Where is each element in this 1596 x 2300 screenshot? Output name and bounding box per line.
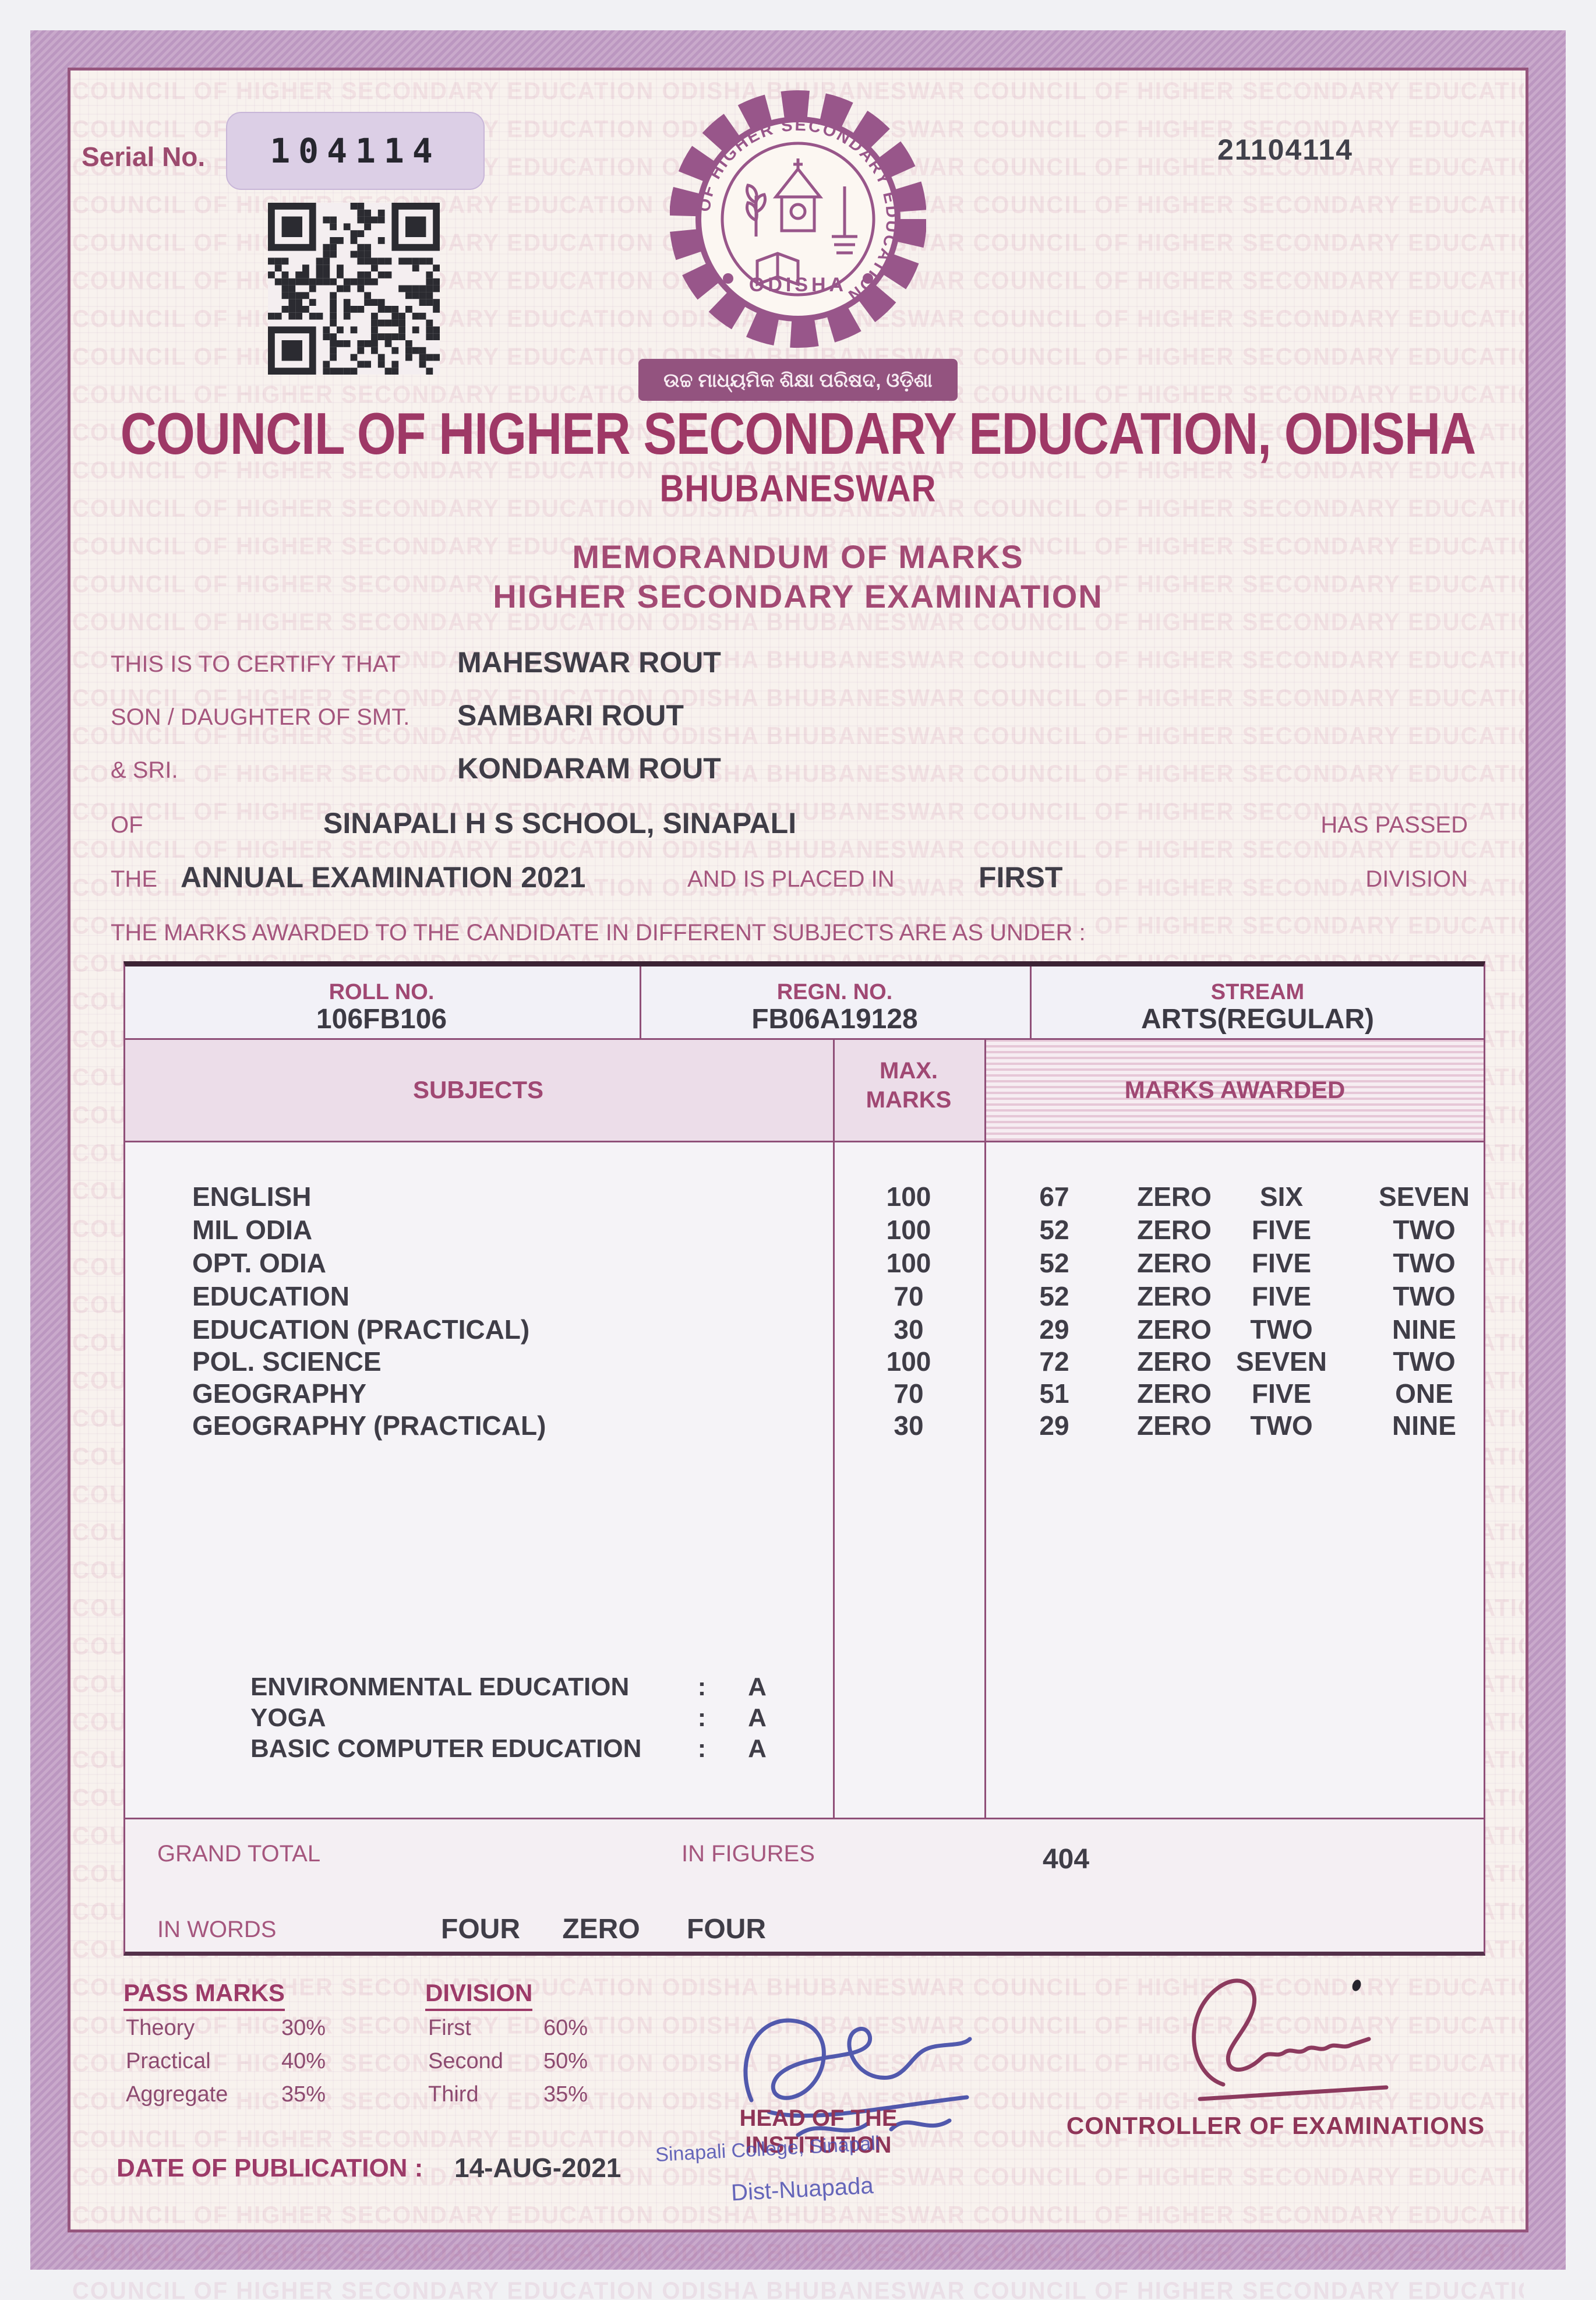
serial-number-box: 104114	[226, 112, 485, 190]
certify-label: THIS IS TO CERTIFY THAT	[111, 651, 401, 677]
pass-marks-title: PASS MARKS	[123, 1981, 285, 2011]
additional-colon: :	[697, 1703, 707, 1732]
school-name: SINAPALI H S SCHOOL, SINAPALI	[323, 807, 797, 839]
pass-marks-key: Aggregate	[126, 2082, 228, 2107]
division-value: 60%	[543, 2016, 588, 2040]
table-row: GEOGRAPHY (PRACTICAL) 30 29 ZERO TWO NINE	[192, 1410, 1456, 1441]
col-marks-awarded: MARKS AWARDED	[1124, 1076, 1346, 1103]
in-words-label: IN WORDS	[157, 1917, 277, 1942]
division-key: Second	[428, 2049, 503, 2073]
placed-in-label: AND IS PLACED IN	[687, 866, 895, 892]
col-max-line1: MAX.	[880, 1058, 938, 1084]
pass-marks-key: Practical	[126, 2049, 211, 2073]
marks-intro-line: THE MARKS AWARDED TO THE CANDIDATE IN DI…	[111, 920, 1086, 946]
grand-total-figures: 404	[1042, 1844, 1090, 1875]
additional-subject: BASIC COMPUTER EDUCATION	[250, 1734, 642, 1763]
qr-code	[268, 203, 440, 375]
table-row: ENGLISH 100 67 ZERO SIX SEVEN	[192, 1181, 1470, 1212]
seal-banner: ଉଚ୍ଚ ମାଧ୍ୟମିକ ଶିକ୍ଷା ପରିଷଦ, ଓଡ଼ିଶା	[638, 359, 958, 401]
mother-name: SAMBARI ROUT	[457, 699, 684, 732]
table-row: EDUCATION 70 52 ZERO FIVE TWO	[192, 1281, 1456, 1311]
additional-grade: A	[748, 1673, 767, 1701]
institution-stamp-line2: Dist-Nuapada	[730, 2172, 874, 2206]
additional-grade: A	[748, 1734, 767, 1763]
summary-row-bg	[125, 966, 1484, 1038]
father-label: & SRI.	[111, 757, 178, 783]
regn-value: FB06A19128	[751, 1004, 918, 1035]
additional-grade: A	[748, 1703, 767, 1732]
additional-subject: YOGA	[250, 1703, 326, 1732]
table-row: OPT. ODIA 100 52 ZERO FIVE TWO	[192, 1248, 1456, 1278]
doc-title: MEMORANDUM OF MARKS	[572, 538, 1024, 575]
awarded-header-stripes	[986, 1040, 1484, 1141]
certificate-number: 21104114	[1217, 133, 1353, 166]
total-word: FOUR	[687, 1914, 766, 1945]
rule-body-v1	[833, 1038, 835, 1818]
org-city-title: BHUBANESWAR	[659, 467, 937, 510]
total-word: ZERO	[562, 1914, 640, 1945]
head-signature	[743, 2018, 972, 2137]
col-subjects: SUBJECTS	[412, 1076, 544, 1103]
pass-marks-value: 30%	[281, 2016, 326, 2040]
rule-summary-v1	[640, 966, 641, 1038]
regn-label: REGN. NO.	[776, 980, 893, 1004]
rule-body-bottom	[123, 1818, 1485, 1819]
controller-signature	[1192, 1978, 1389, 2101]
council-seal-logo: COUNCIL OF HIGHER SECONDARY EDUCATION OD…	[670, 86, 926, 348]
total-row-bg	[125, 1819, 1484, 1953]
division-value: 35%	[543, 2082, 588, 2107]
publication-date-label: DATE OF PUBLICATION :	[116, 2154, 423, 2182]
org-name-title: COUNCIL OF HIGHER SECONDARY EDUCATION, O…	[120, 401, 1477, 467]
rule-summary-v2	[1030, 966, 1032, 1038]
school-label: OF	[111, 812, 143, 838]
division-value: FIRST	[979, 861, 1063, 894]
seal-emblem-icon	[746, 158, 857, 287]
division-key: Third	[428, 2082, 479, 2107]
mother-label: SON / DAUGHTER OF SMT.	[111, 704, 410, 730]
gear-ring-icon	[670, 90, 926, 348]
col-max-line2: MARKS	[866, 1087, 952, 1113]
candidate-name: MAHESWAR ROUT	[457, 646, 721, 679]
grand-total-label: GRAND TOTAL	[157, 1841, 321, 1867]
the-label: THE	[111, 866, 157, 892]
pass-marks-key: Theory	[126, 2016, 195, 2040]
head-title-line2: INSTITUTION	[745, 2132, 892, 2158]
division-key: First	[428, 2016, 471, 2040]
table-row: GEOGRAPHY 70 51 ZERO FIVE ONE	[192, 1378, 1453, 1409]
division-value: 50%	[543, 2049, 588, 2073]
stream-label: STREAM	[1210, 980, 1305, 1004]
pass-marks-value: 35%	[281, 2082, 326, 2107]
additional-subject: ENVIRONMENTAL EDUCATION	[250, 1673, 630, 1701]
rule-summary-bottom	[123, 1038, 1485, 1040]
stream-value: ARTS(REGULAR)	[1141, 1004, 1374, 1035]
serial-number-value: 104114	[270, 131, 441, 171]
marks-table-frame	[123, 961, 1485, 1956]
in-figures-label: IN FIGURES	[682, 1841, 815, 1867]
publication-date-value: 14-AUG-2021	[454, 2153, 622, 2183]
pass-marks-value: 40%	[281, 2049, 326, 2073]
additional-colon: :	[697, 1673, 707, 1701]
table-row: POL. SCIENCE 100 72 ZERO SEVEN TWO	[192, 1346, 1456, 1377]
total-word: FOUR	[441, 1914, 520, 1945]
division-label: DIVISION	[1365, 866, 1468, 892]
has-passed-label: HAS PASSED	[1320, 812, 1468, 838]
serial-label: Serial No.	[82, 142, 206, 172]
rule-body-v2	[984, 1038, 986, 1818]
table-body-bg	[125, 1142, 1484, 1818]
seal-banner-odia-text: ଉଚ୍ଚ ମାଧ୍ୟମିକ ଶିକ୍ଷା ପରିଷଦ, ଓଡ଼ିଶା	[663, 369, 933, 391]
rule-header-bottom	[123, 1141, 1485, 1142]
additional-colon: :	[697, 1734, 707, 1763]
doc-subtitle: HIGHER SECONDARY EXAMINATION	[493, 578, 1103, 615]
father-name: KONDARAM ROUT	[457, 752, 721, 785]
controller-title: CONTROLLER OF EXAMINATIONS	[1066, 2112, 1485, 2139]
roll-value: 106FB106	[316, 1004, 447, 1035]
table-row: MIL ODIA 100 52 ZERO FIVE TWO	[192, 1215, 1456, 1245]
table-row: EDUCATION (PRACTICAL) 30 29 ZERO TWO NINE	[192, 1314, 1456, 1345]
examination-name: ANNUAL EXAMINATION 2021	[181, 861, 586, 894]
head-title-line1: HEAD OF THE	[739, 2105, 898, 2131]
division-title: DIVISION	[425, 1981, 533, 2011]
roll-label: ROLL NO.	[329, 980, 435, 1004]
